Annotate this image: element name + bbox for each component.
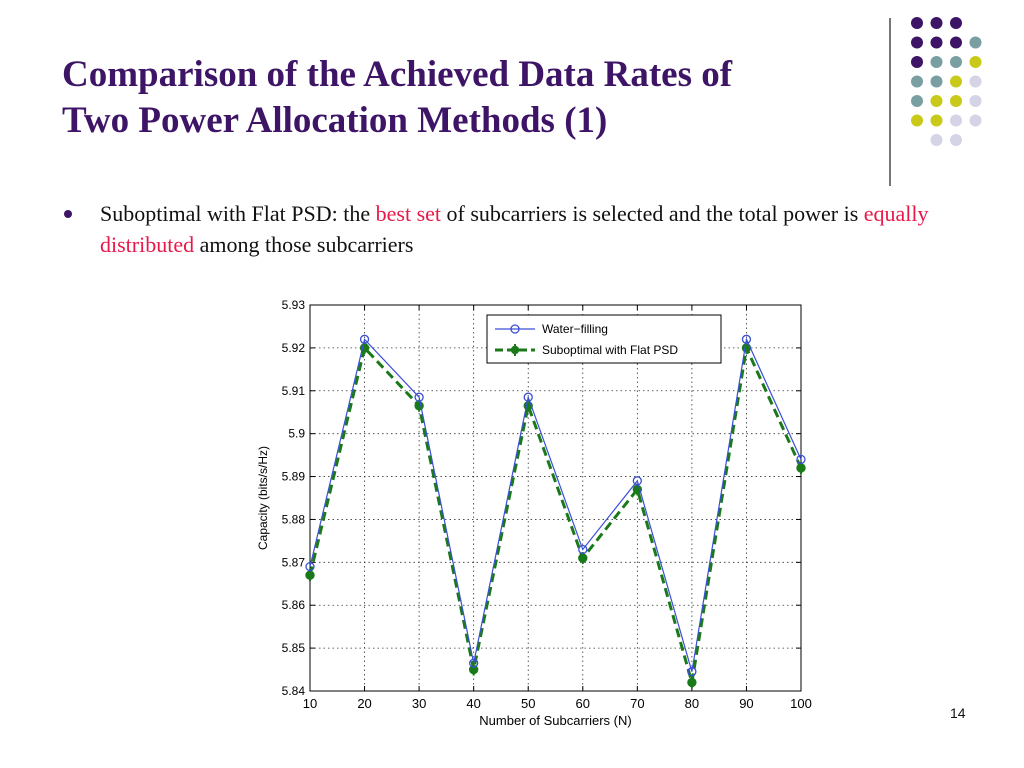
decor-dot <box>930 36 943 49</box>
legend-label-1: Water−filling <box>542 322 608 336</box>
series-1-point <box>687 667 697 677</box>
decor-dot <box>930 56 943 68</box>
x-axis-label: Number of Subcarriers (N) <box>479 713 631 728</box>
y-tick-label: 5.87 <box>282 555 306 569</box>
chart-container: 10 20 30 40 50 60 70 80 90 100 5.84 5.85 5.86 5.87 5.8… <box>240 290 830 740</box>
plot-area <box>310 305 801 691</box>
x-tick-label: 20 <box>357 696 371 711</box>
series-1-point <box>741 334 752 344</box>
series-1-point <box>469 658 479 668</box>
decor-dot <box>911 36 923 49</box>
y-tick-label: 5.9 <box>288 427 305 441</box>
decor-dot <box>969 114 982 127</box>
decorative-dot-grid <box>911 17 982 146</box>
legend-marker-1 <box>510 324 520 334</box>
y-tick-label: 5.91 <box>282 384 306 398</box>
decor-dot <box>950 36 962 49</box>
y-tick-label: 5.93 <box>282 298 306 312</box>
y-tick-label: 5.86 <box>282 598 306 612</box>
bullet-text-2: of subcarriers is selected and the total… <box>441 201 864 226</box>
bullet-item: Suboptimal with Flat PSD: the best set o… <box>62 198 982 260</box>
series-1-point <box>414 392 424 402</box>
decor-dot <box>969 95 982 107</box>
page-number: 14 <box>950 705 966 721</box>
x-tick-label: 50 <box>521 696 535 711</box>
decor-dot <box>950 134 962 146</box>
y-axis-label: Capacity (bits/s/Hz) <box>256 446 270 550</box>
legend-box <box>486 314 722 364</box>
decor-dot <box>969 75 982 88</box>
decor-dot <box>950 56 962 68</box>
plot-frame <box>309 304 802 692</box>
x-tick-label: 90 <box>739 696 753 711</box>
y-tick-label: 5.84 <box>282 684 306 698</box>
decor-dot <box>911 17 923 29</box>
series-1-point <box>578 544 588 555</box>
series-line-2 <box>308 342 803 683</box>
x-tick-label: 60 <box>576 696 590 711</box>
decor-dot <box>911 95 923 107</box>
x-tick-label: 40 <box>466 696 480 711</box>
x-tick-label: 10 <box>303 696 317 711</box>
bullet-text-1: Suboptimal with Flat PSD: the <box>100 201 376 226</box>
bullet-text-3: among those subcarriers <box>194 232 414 257</box>
bullet-highlight-equally-distributed: equally distributed <box>100 201 929 257</box>
series-1-point <box>359 334 370 344</box>
title-divider <box>889 18 891 186</box>
series-line-1 <box>309 337 802 672</box>
y-tick-label: 5.89 <box>282 470 306 484</box>
decor-dot <box>950 17 962 29</box>
decor-dot <box>930 95 943 107</box>
slide-title-line-1: Comparison of the Achieved Data Rates of <box>62 54 733 95</box>
decor-dot <box>950 75 962 88</box>
decor-dot <box>969 36 982 49</box>
x-tick-label: 100 <box>790 696 812 711</box>
x-tick-label: 70 <box>630 696 644 711</box>
bullet-highlight-best-set: best set <box>375 201 442 226</box>
decor-dot <box>969 56 982 68</box>
series-1-point <box>796 454 806 465</box>
legend: Water−filling Suboptimal with Flat PSD <box>486 314 722 364</box>
decor-dot <box>950 114 962 127</box>
decor-dot <box>911 75 923 88</box>
bullet-list: Suboptimal with Flat PSD: the best set o… <box>62 198 982 260</box>
decor-dot <box>950 95 962 107</box>
y-tick-label: 5.88 <box>282 512 306 526</box>
series-1-point <box>523 392 533 402</box>
y-tick-label: 5.85 <box>282 641 306 655</box>
decor-dot <box>911 56 923 68</box>
decor-dot <box>930 17 943 29</box>
series-1-point <box>305 561 315 572</box>
legend-label-2: Suboptimal with Flat PSD <box>542 343 678 357</box>
x-tick-label: 80 <box>685 696 699 711</box>
slide-title-line-2: Two Power Allocation Methods (1) <box>62 100 608 141</box>
capacity-line-chart: 10 20 30 40 50 60 70 80 90 100 5.84 5.85 5.86 5.87 5.8… <box>256 298 812 728</box>
y-tick-label: 5.92 <box>282 341 306 355</box>
decor-dot <box>930 114 943 127</box>
decor-dot <box>930 75 943 88</box>
series-1-point <box>632 476 642 486</box>
slide-title: Comparison of the Achieved Data Rates of… <box>62 52 872 144</box>
decor-dot <box>930 134 943 146</box>
decor-dot <box>911 114 923 127</box>
x-tick-label: 30 <box>412 696 426 711</box>
